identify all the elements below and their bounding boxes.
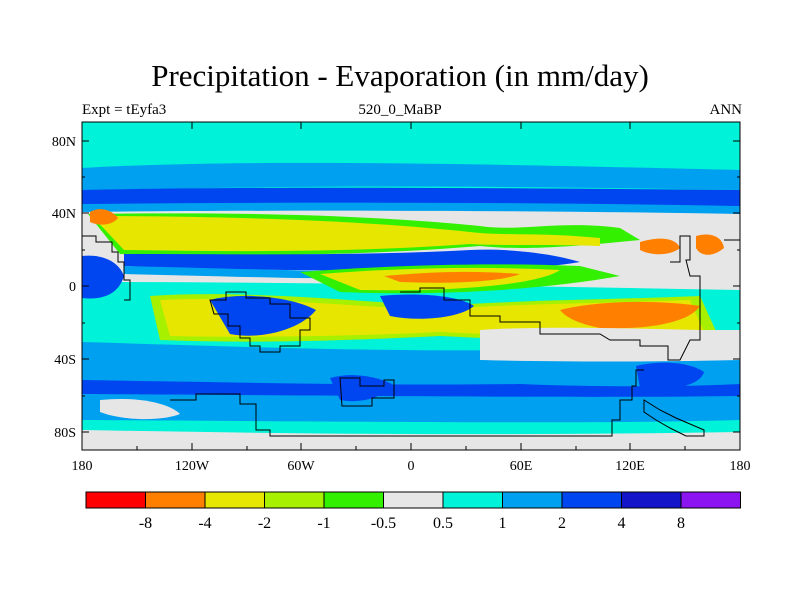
- patch-grey-sw: [100, 398, 180, 420]
- band-north-lightblue: [82, 162, 740, 192]
- x-tick-label-60w: 60W: [287, 459, 315, 474]
- patch-grey-south: [82, 430, 740, 450]
- coastline-island: [339, 377, 395, 407]
- colorbar-swatch-6: [383, 492, 443, 508]
- season-label: ANN: [709, 102, 743, 118]
- coastline-west: [82, 235, 131, 301]
- colorbar-swatch-3: [205, 492, 265, 508]
- colorbar-swatch-11: [681, 492, 741, 508]
- colorbar-swatch-4: [264, 492, 324, 508]
- belt-blue-south: [82, 380, 740, 397]
- coastline-gondwana: [400, 235, 701, 361]
- coastline-se: [643, 399, 705, 437]
- y-tick-label-80s: 80S: [54, 426, 76, 441]
- spot-orange-tropical: [384, 271, 520, 283]
- colorbar-label-10: 8: [677, 515, 685, 532]
- colorbar-label-9: 4: [618, 515, 626, 532]
- colorbar-label-6: 0.5: [433, 515, 453, 532]
- time-label: 520_0_MaBP: [358, 102, 442, 118]
- colorbar-label-8: 2: [558, 515, 566, 532]
- x-tick-label-60e: 60E: [510, 459, 533, 474]
- x-tick-marks: [136, 122, 686, 450]
- patch-blue-west: [82, 255, 124, 299]
- colorbar-swatch-7: [443, 492, 503, 508]
- spot-orange-nw: [90, 209, 118, 225]
- colorbar-swatch-10: [621, 492, 681, 508]
- patch-blue-atlantic: [330, 375, 392, 402]
- experiment-label: Expt = tEyfa3: [82, 102, 167, 118]
- colorbar-swatch-8: [502, 492, 562, 508]
- spot-orange-south: [560, 301, 700, 329]
- colorbar-swatch-5: [324, 492, 384, 508]
- y-tick-label-40s: 40S: [54, 353, 76, 368]
- coastline-antarctic: [170, 369, 644, 437]
- continent-outlines: [82, 235, 740, 437]
- x-tick-label-180e: 180: [730, 459, 751, 474]
- y-tick-label-40n: 40N: [52, 207, 76, 222]
- y-tick-label-0: 0: [69, 280, 76, 295]
- colorbar-label-1: -8: [139, 515, 152, 532]
- x-tick-label-0: 0: [408, 459, 415, 474]
- patch-grey-southocean: [480, 327, 740, 362]
- coastline-south-america: [209, 291, 311, 353]
- x-tick-label-120e: 120E: [615, 459, 645, 474]
- colorbar-swatch-1: [86, 492, 146, 508]
- colorbar-label-4: -1: [317, 515, 330, 532]
- colorbar-label-2: -4: [198, 515, 211, 532]
- colorbar-label-3: -2: [258, 515, 271, 532]
- patch-blue-se: [636, 362, 704, 390]
- precip-evap-field: [82, 122, 740, 450]
- spot-orange-east-2: [696, 234, 724, 255]
- y-tick-label-80n: 80N: [52, 135, 76, 150]
- colorbar-borders: [85, 491, 741, 509]
- x-tick-label-120w: 120W: [175, 459, 210, 474]
- colorbar: -8 -4 -2 -1 -0.5 0.5 1 2 4 8: [85, 491, 741, 532]
- x-tick-label-180w: 180: [72, 459, 93, 474]
- patch-blue-af: [380, 294, 474, 319]
- colorbar-label-7: 1: [499, 515, 507, 532]
- colorbar-label-5: -0.5: [371, 515, 396, 532]
- colorbar-swatch-2: [145, 492, 205, 508]
- plot-title: Precipitation - Evaporation (in mm/day): [151, 58, 649, 93]
- spot-orange-east: [640, 238, 680, 255]
- colorbar-swatch-9: [562, 492, 622, 508]
- belt-lightblue-south: [82, 342, 740, 423]
- y-tick-marks: [82, 140, 740, 433]
- belt-yellow-north: [92, 216, 600, 252]
